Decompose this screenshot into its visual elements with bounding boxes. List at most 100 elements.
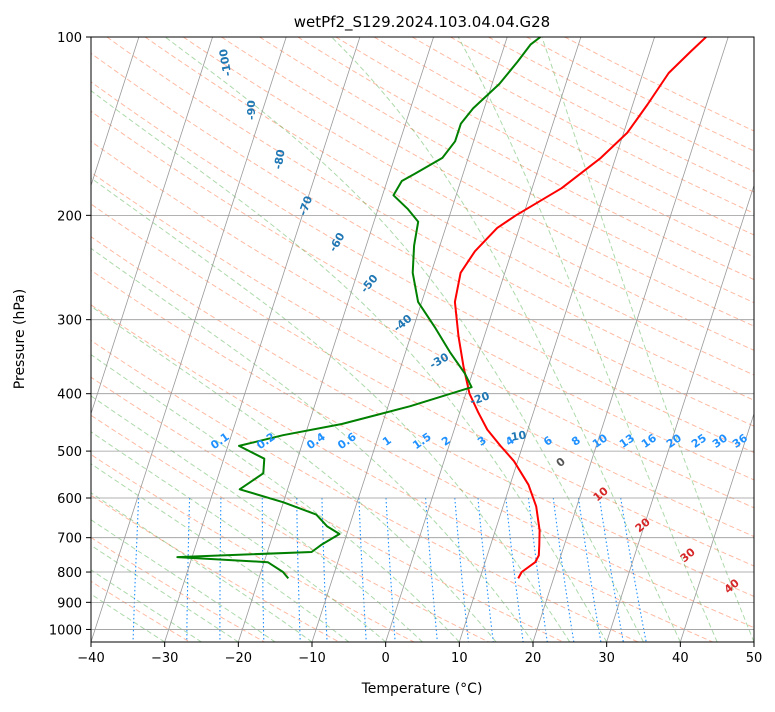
x-tick-label: −20 (225, 651, 252, 666)
isotherm (680, 37, 775, 642)
dry-adiabat-label: -90 (245, 100, 258, 120)
x-tick-label: 50 (746, 651, 763, 666)
dry-adiabat-label: -70 (296, 194, 315, 217)
dry-adiabat (69, 37, 775, 642)
moist-adiabat (0, 94, 533, 642)
moist-adiabat (0, 359, 202, 642)
isotherm (386, 37, 581, 642)
isotherm (459, 37, 654, 642)
moist-adiabat-label: 20 (633, 515, 653, 535)
mixing-ratio-line (506, 498, 523, 642)
mixing-ratio-label: 0.2 (254, 430, 277, 452)
x-tick-label: −30 (151, 651, 178, 666)
chart-title: wetPf2_S129.2024.103.04.04.G28 (294, 13, 550, 32)
dry-adiabat (0, 37, 713, 642)
mixing-ratio-line (579, 498, 601, 642)
dry-adiabat (0, 37, 775, 642)
y-tick-label: 200 (57, 209, 82, 224)
x-tick-label: 30 (598, 651, 615, 666)
dry-adiabat-label: -50 (358, 272, 381, 296)
dry-adiabat (0, 37, 190, 642)
moist-adiabat (0, 246, 386, 642)
x-tick-label: −40 (77, 651, 104, 666)
x-tick-label: 0 (382, 651, 390, 666)
mixing-ratio-label: 1 (380, 434, 394, 449)
isotherm (0, 37, 65, 642)
dry-adiabat (0, 37, 265, 642)
mixing-ratio-label: 20 (664, 431, 684, 451)
mixing-ratio-line (600, 498, 624, 642)
dry-adiabat (0, 37, 638, 642)
dry-adiabat-label: -80 (271, 148, 287, 170)
isotherm (754, 37, 775, 642)
dry-adiabat (0, 37, 414, 642)
background-lines (0, 37, 775, 642)
x-tick-label: 10 (451, 651, 468, 666)
moist-adiabat-label: 10 (591, 484, 611, 504)
mixing-ratio-label: 0.4 (304, 430, 328, 452)
isotherm (238, 37, 433, 642)
y-tick-label: 1000 (49, 623, 82, 638)
moist-adiabat-label: 40 (722, 576, 742, 596)
moist-adiabat (0, 381, 165, 643)
mixing-ratio-line (262, 498, 264, 642)
dry-adiabat (412, 37, 775, 642)
mixing-ratio-line (133, 498, 139, 642)
mixing-ratio-label: 3 (475, 434, 489, 449)
moist-adiabat-label: 30 (678, 545, 698, 565)
mixing-ratio-label: 0.1 (208, 430, 231, 452)
y-tick-label: 400 (57, 388, 82, 403)
dry-adiabat (527, 37, 775, 642)
dry-adiabat (450, 37, 775, 642)
moist-adiabat-label: 0 (554, 455, 568, 470)
mixing-ratio-label: 13 (617, 431, 637, 450)
x-tick-label: 20 (525, 651, 542, 666)
dry-adiabat (0, 37, 775, 642)
dry-adiabat-label: -100 (217, 48, 235, 78)
mixing-ratio-label: 25 (689, 431, 709, 450)
y-tick-label: 900 (57, 596, 82, 611)
mixing-ratio-label: 30 (710, 431, 730, 451)
moist-adiabat (458, 37, 717, 642)
x-axis-label: Temperature (°C) (361, 681, 483, 697)
x-tick-label: 40 (672, 651, 689, 666)
x-tick-label: −10 (298, 651, 325, 666)
dry-adiabat (0, 37, 775, 642)
dry-adiabat (0, 37, 775, 642)
dry-adiabat-label: -20 (468, 389, 491, 408)
mixing-ratio-label: 16 (639, 431, 659, 451)
mixing-ratio-label: 8 (569, 434, 583, 449)
dry-adiabat (31, 37, 775, 642)
moist-adiabat (0, 340, 238, 642)
dry-adiabat (0, 37, 775, 642)
y-tick-label: 500 (57, 445, 82, 460)
y-tick-label: 100 (57, 31, 82, 46)
dry-adiabat (107, 37, 775, 642)
mixing-ratio-line (220, 498, 221, 642)
y-tick-label: 300 (57, 314, 82, 329)
y-tick-label: 800 (57, 566, 82, 581)
moist-adiabat (0, 320, 275, 642)
y-tick-label: 600 (57, 492, 82, 507)
y-axis-label: Pressure (hPa) (12, 289, 28, 389)
moist-adiabat (332, 37, 681, 642)
mixing-ratio-line (426, 498, 438, 642)
dry-adiabat (0, 37, 339, 642)
dry-adiabat (565, 37, 775, 642)
plot-frame (91, 37, 754, 642)
dry-adiabat-label: -30 (427, 350, 451, 371)
mixing-ratio-label: 6 (541, 433, 555, 448)
dry-adiabat-label: -60 (326, 230, 347, 254)
mixing-ratio-line (478, 498, 493, 642)
moist-adiabat (0, 37, 570, 642)
dry-adiabat (336, 37, 775, 642)
mixing-ratio-line (83, 498, 91, 642)
dry-adiabat (374, 37, 775, 642)
mixing-ratio-label: 1.5 (410, 430, 433, 452)
moist-adiabat (542, 37, 754, 642)
isotherm (312, 37, 507, 642)
dry-adiabat (0, 37, 775, 642)
